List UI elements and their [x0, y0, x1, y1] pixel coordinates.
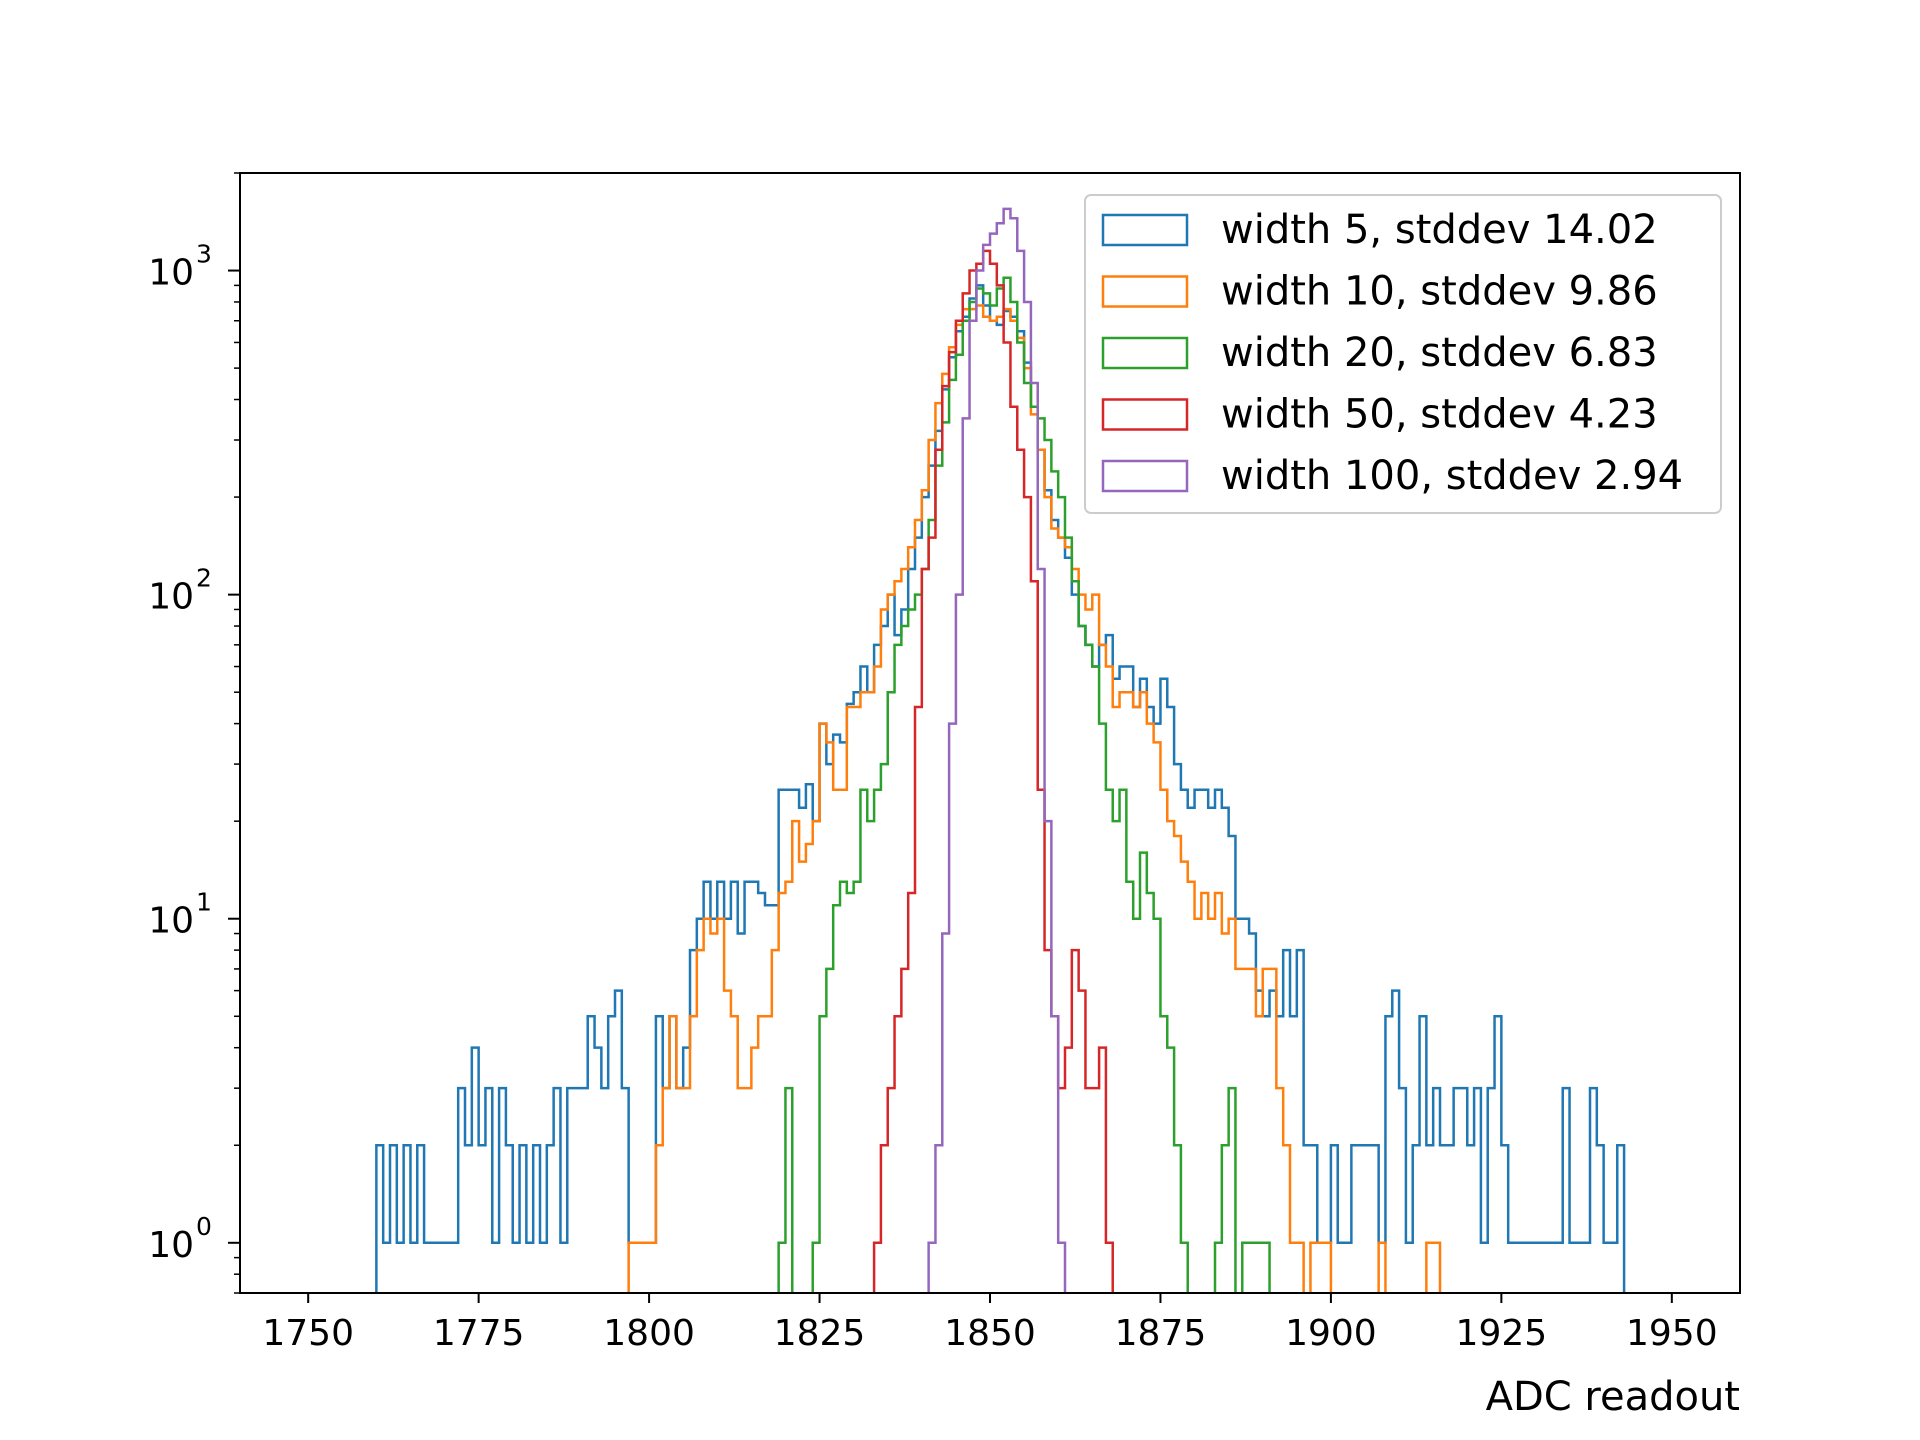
legend: width 5, stddev 14.02 width 10, stddev 9.…: [1084, 194, 1722, 514]
legend-swatch-4: [1101, 398, 1189, 431]
x-tick-label: 1900: [1285, 1313, 1377, 1354]
legend-label-4: width 50, stddev 4.23: [1221, 392, 1658, 438]
y-tick-label: 10: [148, 253, 194, 294]
x-tick-label: 1825: [774, 1313, 866, 1354]
y-tick-exponent: 3: [196, 240, 212, 269]
y-tick-exponent: 1: [196, 888, 212, 917]
x-tick-label: 1750: [262, 1313, 354, 1354]
x-tick-label: 1800: [603, 1313, 695, 1354]
legend-box: [1084, 194, 1722, 514]
legend-label-2: width 10, stddev 9.86: [1221, 269, 1658, 315]
y-tick-exponent: 2: [196, 564, 212, 593]
legend-swatch-5: [1101, 459, 1189, 493]
series-5-step-line: [927, 207, 1067, 1293]
y-tick-label: 10: [148, 577, 194, 618]
series-layer: [375, 207, 1626, 1293]
legend-label-1: width 5, stddev 14.02: [1221, 207, 1658, 253]
series-4-step-line: [872, 249, 1114, 1293]
x-tick-label: 1950: [1626, 1313, 1718, 1354]
legend-swatch-3: [1101, 336, 1189, 370]
x-tick-label: 1925: [1456, 1313, 1548, 1354]
x-tick-label: 1850: [944, 1313, 1036, 1354]
series-3-step-line: [777, 276, 1271, 1293]
series-2-step-line: [627, 304, 1442, 1293]
legend-label-5: width 100, stddev 2.94: [1221, 453, 1683, 499]
x-axis-label: ADC readout: [1486, 1374, 1740, 1420]
legend-label-3: width 20, stddev 6.83: [1221, 330, 1658, 376]
legend-swatch-2: [1101, 275, 1189, 308]
y-tick-exponent: 0: [196, 1212, 212, 1241]
legend-swatch-1: [1101, 213, 1189, 247]
y-tick-label: 10: [148, 1225, 194, 1266]
y-tick-label: 10: [148, 901, 194, 942]
x-axis: 1750 1775 1800 1825 1850 1875 1900 1925 1950: [262, 1293, 1718, 1354]
x-tick-label: 1875: [1115, 1313, 1207, 1354]
x-tick-label: 1775: [433, 1313, 525, 1354]
